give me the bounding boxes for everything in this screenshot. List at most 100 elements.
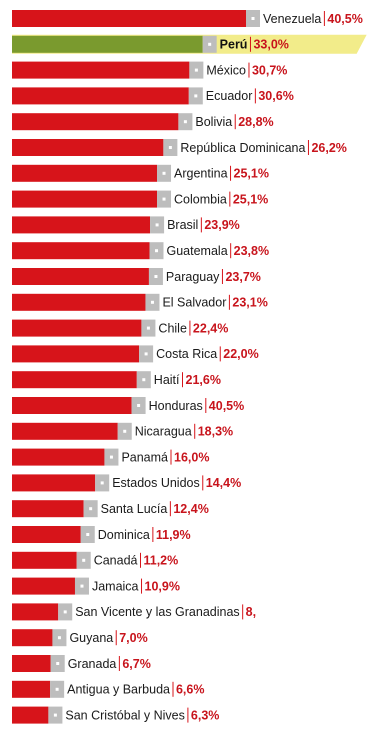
category-label: Argentina: [174, 167, 228, 181]
bar-cap-dot: [63, 610, 67, 614]
bar-cap-dot: [142, 378, 146, 382]
value-label: 26,2%: [311, 141, 346, 155]
category-label: Bolivia: [195, 115, 232, 129]
value-label: 6,6%: [176, 683, 205, 697]
bar: [12, 551, 77, 569]
bar-cap-dot: [194, 68, 198, 72]
value-label: 40,5%: [209, 399, 244, 413]
category-label: El Salvador: [162, 296, 226, 310]
category-label: Granada: [68, 657, 117, 671]
category-label: Honduras: [149, 399, 203, 413]
bar: [12, 293, 146, 311]
bar-cap-dot: [155, 249, 159, 253]
bar: [12, 577, 75, 595]
category-label: Colombia: [174, 192, 227, 206]
value-label: 22,4%: [193, 321, 228, 335]
category-label: San Vicente y las Granadinas: [75, 605, 239, 619]
value-label: 16,0%: [174, 450, 209, 464]
bar-cap-dot: [137, 404, 141, 407]
bar: [12, 603, 59, 621]
category-label: República Dominicana: [180, 141, 305, 155]
bar-cap-dot: [86, 533, 90, 536]
category-label: Estados Unidos: [112, 476, 200, 490]
category-label: Canadá: [94, 554, 138, 568]
category-label: Venezuela: [263, 12, 321, 26]
value-label: 18,3%: [198, 425, 233, 439]
category-label: Ecuador: [206, 89, 253, 103]
value-label: 21,6%: [186, 373, 221, 387]
value-label: 23,7%: [225, 270, 260, 284]
bar: [12, 422, 118, 440]
bar-cap-dot: [109, 455, 113, 459]
value-label: 7,0%: [119, 631, 148, 645]
bar-cap-dot: [56, 662, 60, 665]
value-label: 8,: [246, 605, 256, 619]
value-label: 30,7%: [252, 63, 287, 77]
bar: [12, 448, 105, 466]
category-label: Brasil: [167, 218, 198, 232]
bar: [12, 35, 203, 53]
bar-cap-dot: [123, 429, 127, 433]
bar-cap-dot: [183, 120, 187, 124]
category-label: México: [206, 63, 246, 77]
value-label: 23,1%: [232, 296, 267, 310]
value-label: 12,4%: [173, 502, 208, 516]
bar: [12, 10, 246, 27]
category-label: San Cristóbal y Nives: [65, 708, 184, 722]
bar: [12, 139, 164, 156]
bar: [12, 500, 84, 518]
bar-cap-dot: [82, 558, 86, 562]
bar: [12, 345, 140, 363]
bar-cap-dot: [146, 326, 150, 330]
value-label: 40,5%: [327, 12, 362, 26]
category-label: Guyana: [69, 631, 113, 645]
bar: [12, 474, 96, 492]
category-label: Jamaica: [92, 579, 139, 593]
bar: [12, 655, 51, 672]
bar: [12, 87, 189, 105]
category-label: Guatemala: [167, 244, 228, 258]
bar: [12, 680, 51, 698]
bar: [12, 629, 53, 647]
bar: [12, 397, 132, 414]
bar-cap-dot: [155, 223, 159, 227]
bar-cap-dot: [194, 94, 198, 98]
bar: [12, 706, 49, 724]
category-label: Haití: [154, 373, 180, 387]
bar: [12, 319, 142, 337]
value-label: 6,3%: [191, 708, 220, 722]
bar: [12, 268, 149, 285]
value-label: 23,9%: [204, 218, 239, 232]
category-label: Costa Rica: [156, 347, 217, 361]
bar: [12, 190, 158, 208]
bar: [12, 242, 150, 260]
bar: [12, 61, 190, 79]
bar: [12, 113, 179, 131]
value-label: 10,9%: [145, 579, 180, 593]
value-label: 22,0%: [223, 347, 258, 361]
bar-cap-dot: [154, 275, 158, 278]
value-label: 30,6%: [258, 89, 293, 103]
value-label: 28,8%: [238, 115, 273, 129]
bar-cap-dot: [100, 481, 104, 485]
value-label: 6,7%: [122, 657, 151, 671]
category-label: Perú: [220, 38, 248, 52]
value-label: 25,1%: [233, 192, 268, 206]
bar-cap-dot: [53, 713, 57, 717]
bar-cap-dot: [251, 17, 255, 20]
bar-cap-dot: [80, 584, 84, 588]
bar: [12, 371, 137, 389]
bar-cap-dot: [55, 687, 59, 691]
category-label: Chile: [158, 321, 187, 335]
bar-cap-dot: [150, 300, 154, 304]
category-label: Panamá: [121, 450, 168, 464]
bar-cap-dot: [144, 352, 148, 356]
category-label: Nicaragua: [135, 425, 192, 439]
bar-cap-dot: [89, 507, 93, 511]
bar-cap-dot: [162, 171, 166, 175]
value-label: 33,0%: [253, 38, 288, 52]
value-label: 11,2%: [144, 554, 179, 568]
bar: [12, 526, 81, 543]
value-label: 23,8%: [234, 244, 269, 258]
